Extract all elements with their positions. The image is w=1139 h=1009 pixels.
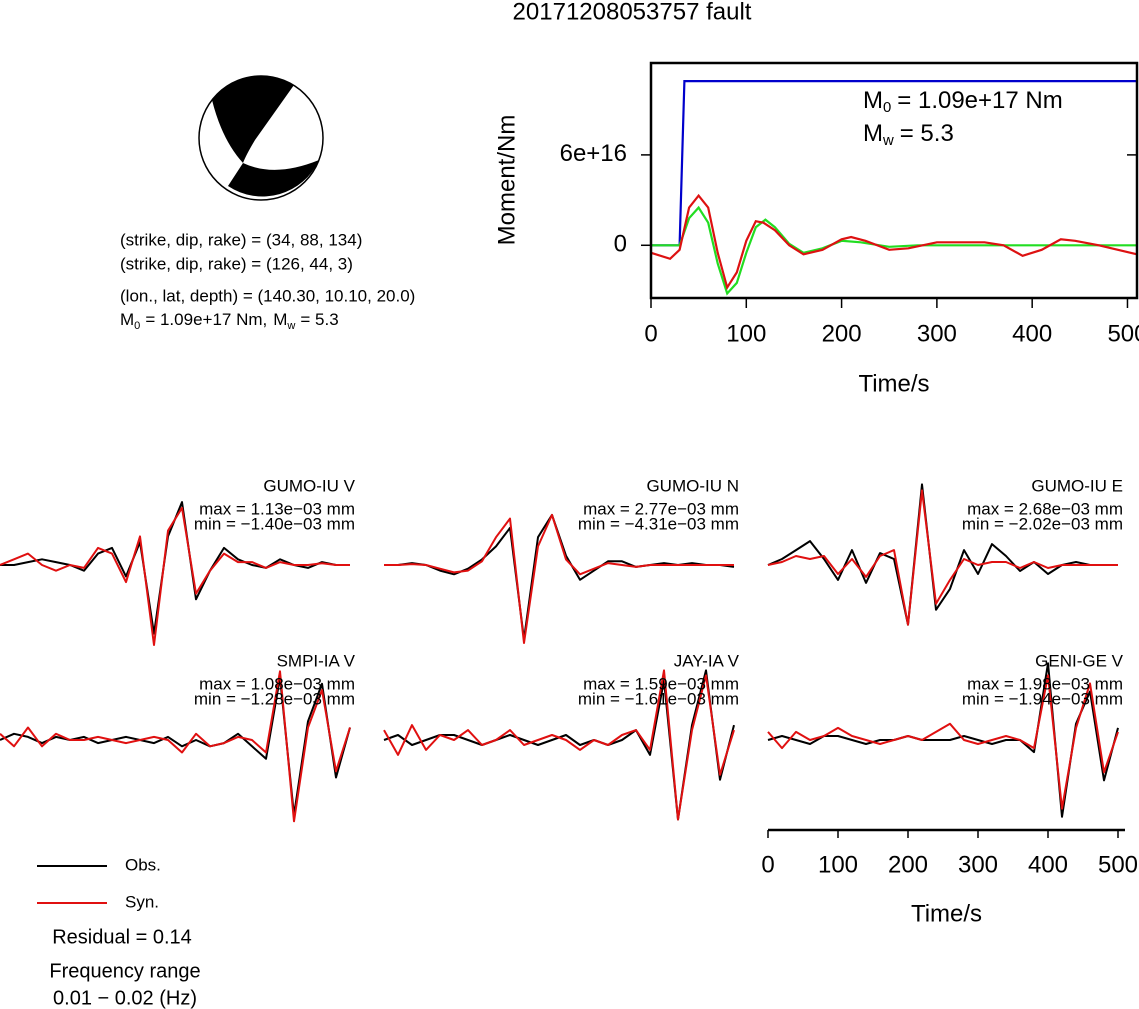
x-tick-label: 100 (818, 851, 858, 878)
legend-label: Obs. (125, 855, 161, 874)
x-tick-label: 300 (917, 320, 957, 347)
max-label: max = 1.08e−03 mm (199, 674, 355, 693)
text: = 1.09e+17 Nm, (145, 310, 267, 329)
station-label: GUMO-IU N (646, 476, 739, 495)
min-label: min = −1.40e−03 mm (194, 514, 355, 533)
mechanism-line: (strike, dip, rake) = (34, 88, 134) (120, 230, 362, 249)
subscript: 0 (883, 100, 891, 116)
symbol: M (273, 310, 287, 329)
x-axis-label: Time/s (858, 370, 929, 397)
x-tick-label: 400 (1012, 320, 1052, 347)
syn-trace (0, 506, 350, 646)
beachball (198, 75, 324, 201)
y-axis-label: Moment/Nm (493, 115, 520, 246)
x-tick-label: 100 (726, 320, 766, 347)
max-label: max = 2.68e−03 mm (967, 499, 1123, 518)
x-tick-label: 500 (1107, 320, 1139, 347)
mechanism-line: (strike, dip, rake) = (126, 44, 3) (120, 254, 353, 273)
series-line (651, 80, 1137, 247)
x-axis-label: Time/s (911, 900, 982, 927)
syn-trace (384, 513, 734, 644)
x-tick-label: 300 (958, 851, 998, 878)
syn-trace (383, 669, 735, 821)
y-tick-label: 0 (614, 231, 627, 258)
note: Residual = 0.14 (52, 926, 192, 948)
x-tick-label: 0 (644, 320, 657, 347)
mechanism-line: (lon., lat, depth) = (140.30, 10.10, 20.… (120, 286, 415, 305)
max-label: max = 2.77e−03 mm (583, 499, 739, 518)
magnitude-line: M0 = 1.09e+17 Nm, Mw = 5.3 (120, 310, 339, 331)
x-tick-label: 500 (1098, 851, 1138, 878)
max-label: max = 1.59e−03 mm (583, 674, 739, 693)
syn-trace (767, 674, 1119, 810)
symbol: M (863, 120, 883, 147)
x-tick-label: 200 (888, 851, 928, 878)
title: 20171208053757 fault (513, 0, 752, 25)
syn-trace (0, 670, 351, 823)
y-tick-label: 6e+16 (560, 140, 627, 167)
x-tick-label: 200 (822, 320, 862, 347)
text: = 1.09e+17 Nm (897, 87, 1062, 114)
min-label: min = −1.94e−03 mm (962, 689, 1123, 708)
series-line (650, 193, 1138, 291)
legend-label: Syn. (125, 892, 159, 911)
series-line (651, 205, 1137, 296)
min-label: min = −4.31e−03 mm (578, 514, 739, 533)
subscript: w (286, 320, 295, 332)
plot-frame (649, 61, 1139, 300)
x-tick-label: 400 (1028, 851, 1068, 878)
obs-trace (384, 513, 735, 641)
station-label: GENI-GE V (1035, 651, 1124, 670)
max-label: max = 1.13e−03 mm (199, 499, 355, 518)
symbol: M (863, 87, 883, 114)
syn-trace (767, 489, 1118, 626)
symbol: M (120, 310, 134, 329)
station-label: JAY-IA V (674, 651, 740, 670)
note: 0.01 − 0.02 (Hz) (53, 987, 197, 1009)
station-label: SMPI-IA V (277, 651, 356, 670)
subscript: w (882, 133, 894, 149)
text: = 5.3 (900, 120, 954, 147)
min-label: min = −2.02e−03 mm (962, 514, 1123, 533)
min-label: min = −1.28e−03 mm (194, 689, 355, 708)
station-label: GUMO-IU E (1031, 476, 1123, 495)
note: Frequency range (49, 960, 200, 982)
magnitude-text: M0 = 1.09e+17 Nm (863, 87, 1063, 116)
subscript: 0 (134, 320, 140, 332)
magnitude-text: Mw = 5.3 (863, 120, 954, 149)
station-label: GUMO-IU V (263, 476, 355, 495)
text: = 5.3 (300, 310, 338, 329)
x-tick-label: 0 (761, 851, 774, 878)
min-label: min = −1.61e−03 mm (578, 689, 739, 708)
max-label: max = 1.98e−03 mm (967, 674, 1123, 693)
